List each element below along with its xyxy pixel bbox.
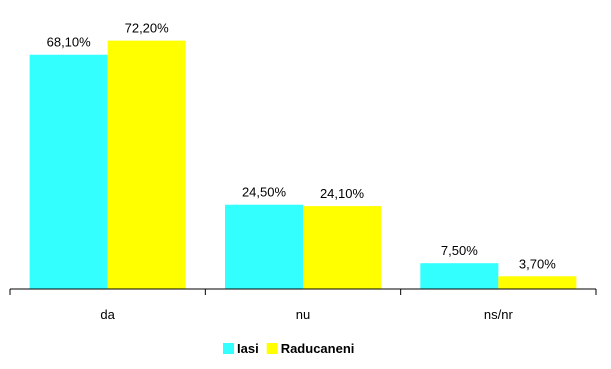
legend-label-iasi: Iasi bbox=[237, 341, 259, 356]
x-axis-ticks bbox=[9, 289, 597, 295]
legend-swatch-raducaneni bbox=[266, 343, 278, 354]
bar-iasi-nu bbox=[225, 204, 303, 289]
data-label: 7,50% bbox=[441, 243, 478, 258]
bar-iasi-da bbox=[29, 54, 108, 290]
x-tick-label: ns/nr bbox=[484, 307, 514, 322]
data-labels-layer: 68,10% 72,20% 24,50% 24,10% 7,50% 3,70% bbox=[47, 21, 557, 272]
data-label: 24,10% bbox=[320, 186, 365, 201]
legend-label-raducaneni: Raducaneni bbox=[281, 341, 355, 356]
data-label: 72,20% bbox=[125, 21, 170, 36]
bar-raducaneni-da bbox=[107, 40, 186, 289]
x-axis-categories: da nu ns/nr bbox=[100, 307, 513, 322]
bar-raducaneni-nu bbox=[303, 206, 381, 289]
bar-iasi-ns-nr bbox=[420, 263, 499, 289]
bars-layer bbox=[29, 40, 577, 290]
data-label: 24,50% bbox=[242, 185, 287, 200]
bar-raducaneni-ns-nr bbox=[498, 276, 577, 289]
data-label: 68,10% bbox=[47, 35, 92, 50]
legend: Iasi Raducaneni bbox=[223, 341, 354, 356]
x-tick-label: nu bbox=[296, 307, 310, 322]
x-tick-label: da bbox=[100, 307, 115, 322]
legend-swatch-iasi bbox=[223, 343, 234, 354]
data-label: 3,70% bbox=[519, 256, 556, 271]
